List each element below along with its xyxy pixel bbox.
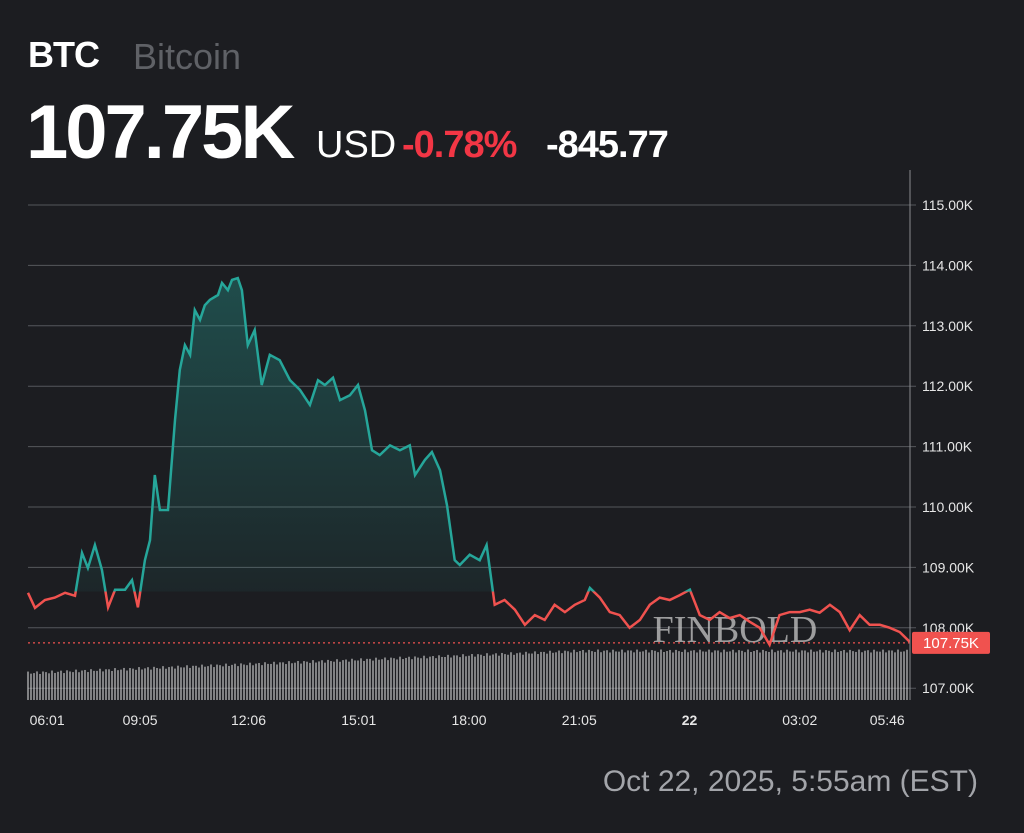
- price-line-down: [26, 591, 911, 648]
- price-line-up: [64, 276, 692, 592]
- x-tick-label: 03:02: [782, 712, 817, 728]
- y-tick-label: 113.00K: [922, 318, 974, 334]
- current-price: 107.75K: [26, 90, 295, 175]
- current-price-tag: [912, 631, 990, 654]
- volume-bars: [27, 649, 908, 700]
- y-tick-label: 108.00K: [922, 620, 975, 636]
- change-absolute: -845.77: [546, 124, 669, 166]
- asset-name: Bitcoin: [133, 36, 242, 77]
- y-tick-label: 109.00K: [922, 559, 975, 575]
- x-tick-label: 22: [682, 712, 698, 728]
- timestamp: Oct 22, 2025, 5:55am (EST): [602, 765, 978, 798]
- y-tick-label: 114.00K: [922, 257, 974, 273]
- x-tick-label: 18:00: [451, 712, 486, 728]
- current-price-tag-label: 107.75K: [923, 635, 979, 652]
- ticker-symbol: BTC: [28, 34, 100, 75]
- x-tick-label: 05:46: [870, 712, 905, 728]
- y-tick-label: 112.00K: [922, 378, 974, 394]
- x-tick-label: 09:05: [123, 712, 158, 728]
- x-tick-label: 15:01: [341, 712, 376, 728]
- x-tick-label: 12:06: [231, 712, 266, 728]
- change-percent: -0.78%: [402, 124, 517, 166]
- y-tick-label: 110.00K: [922, 499, 974, 515]
- price-area-fill: [75, 278, 691, 592]
- currency-label: USD: [316, 124, 397, 166]
- y-tick-label: 111.00K: [922, 439, 973, 455]
- y-tick-label: 115.00K: [922, 197, 974, 213]
- x-tick-label: 06:01: [30, 712, 65, 728]
- y-tick-label: 107.00K: [922, 680, 975, 696]
- x-tick-label: 21:05: [562, 712, 597, 728]
